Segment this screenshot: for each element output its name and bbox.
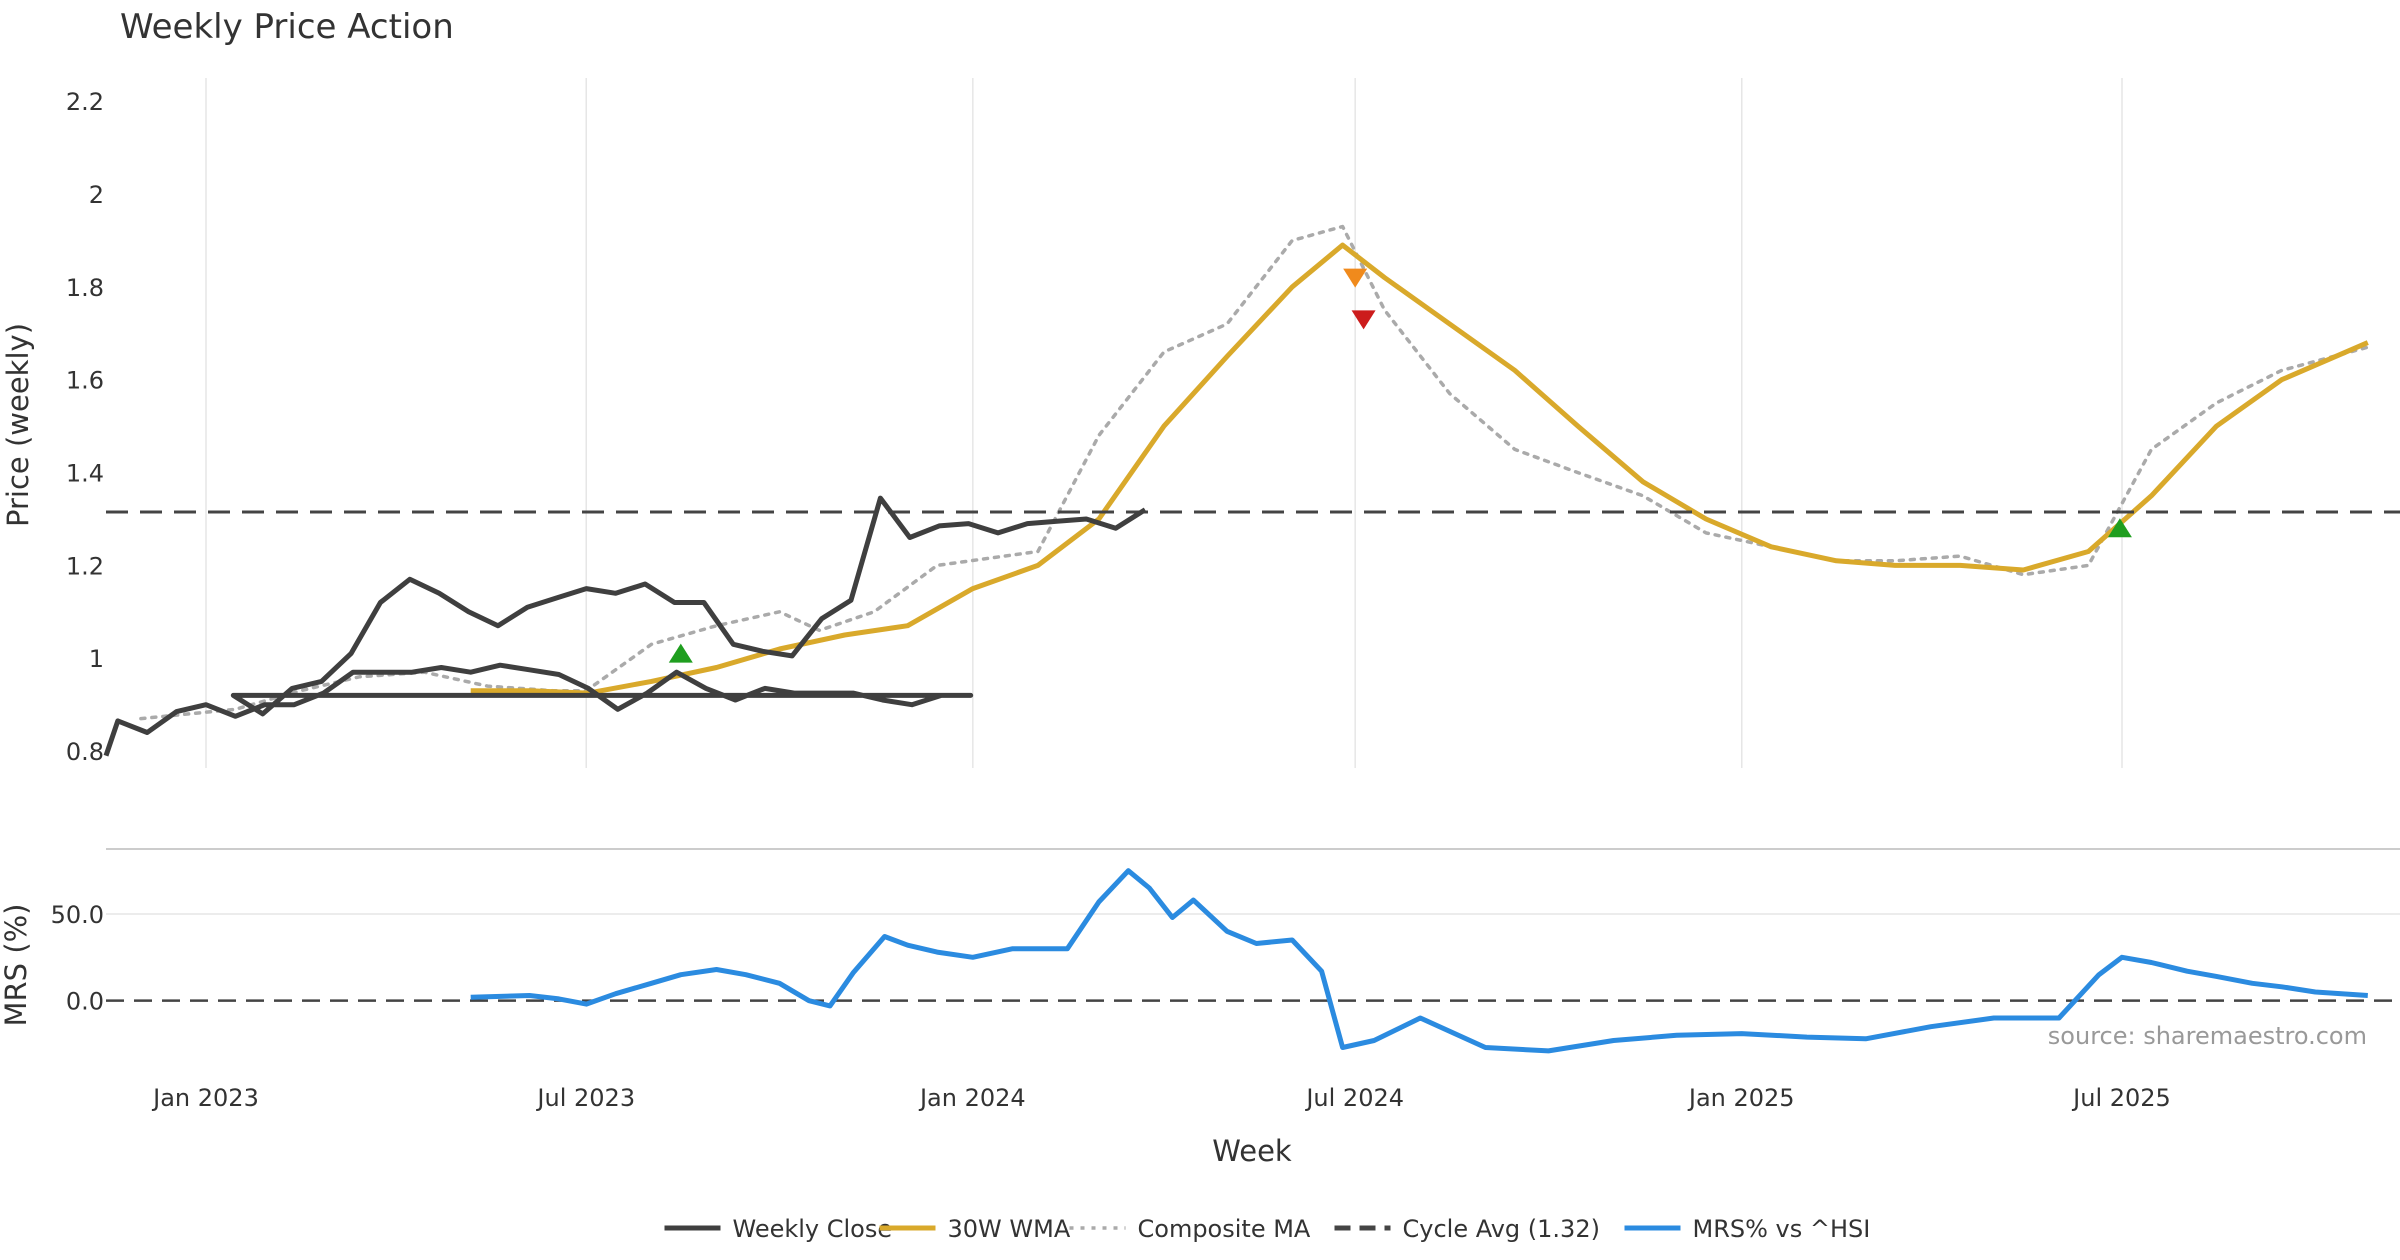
legend-item: Weekly Close: [664, 1215, 893, 1243]
x-tick-label: Jul 2024: [1304, 1084, 1404, 1112]
price-y-tick-label: 0.8: [66, 738, 104, 766]
price-x-gridlines: [205, 78, 2123, 768]
series-line-mrs: [470, 868, 2368, 1054]
x-tick-label: Jul 2025: [2071, 1084, 2171, 1112]
legend: Weekly Close 30W WMA Composite MA Cycle Avg…: [664, 1215, 1871, 1243]
series-line-30w-wma: [470, 242, 2369, 696]
signal-marker-down: [1343, 268, 1368, 288]
price-y-tick-label: 1.4: [66, 460, 104, 488]
series-line-composite-ma: [139, 224, 2370, 721]
x-tick-label: Jul 2023: [535, 1084, 635, 1112]
source-label: source: sharemaestro.com: [2048, 1022, 2367, 1050]
signal-markers: [668, 268, 2132, 663]
legend-label: Weekly Close: [733, 1215, 893, 1243]
legend-label: Cycle Avg (1.32): [1403, 1215, 1600, 1243]
price-y-tick-label: 1.6: [66, 367, 104, 395]
legend-item: MRS% vs ^HSI: [1624, 1215, 1871, 1243]
mrs-series-group: [106, 868, 2400, 1054]
price-y-tick-label: 2: [89, 181, 104, 209]
legend-label: Composite MA: [1138, 1215, 1311, 1243]
legend-item: Cycle Avg (1.32): [1334, 1215, 1600, 1243]
signal-marker-up: [2107, 518, 2132, 538]
mrs-y-tick-label: 0.0: [66, 988, 104, 1016]
x-axis-title: Week: [1212, 1134, 1292, 1168]
signal-marker-up: [668, 643, 693, 663]
x-tick-label: Jan 2025: [1687, 1084, 1795, 1112]
price-y-tick-label: 1: [89, 645, 104, 673]
signal-marker-down: [1351, 310, 1376, 330]
price-series-group: [103, 224, 2400, 757]
legend-label: MRS% vs ^HSI: [1693, 1215, 1871, 1243]
x-tick-label: Jan 2023: [151, 1084, 259, 1112]
series-line-weekly-close: [103, 495, 1147, 757]
mrs-y-axis-title: MRS (%): [0, 904, 33, 1027]
legend-item: Composite MA: [1069, 1215, 1311, 1243]
price-y-tick-label: 1.8: [66, 274, 104, 302]
price-y-axis-title: Price (weekly): [1, 323, 35, 527]
mrs-y-tick-label: 50.0: [51, 901, 104, 929]
legend-label: 30W WMA: [948, 1215, 1071, 1243]
chart-title: Weekly Price Action: [120, 7, 454, 47]
legend-item: 30W WMA: [879, 1215, 1071, 1243]
price-y-tick-label: 1.2: [66, 552, 104, 580]
x-ticks: Jan 2023 Jul 2023 Jan 2024 Jul 2024 Jan 2025…: [151, 1084, 2171, 1112]
price-y-tick-label: 2.2: [66, 88, 104, 116]
price-y-ticks: 0.8 1 1.2 1.4 1.6 1.8 2 2.2: [66, 88, 104, 766]
x-tick-label: Jan 2024: [918, 1084, 1026, 1112]
mrs-y-ticks: 0.0 50.0: [51, 901, 104, 1016]
